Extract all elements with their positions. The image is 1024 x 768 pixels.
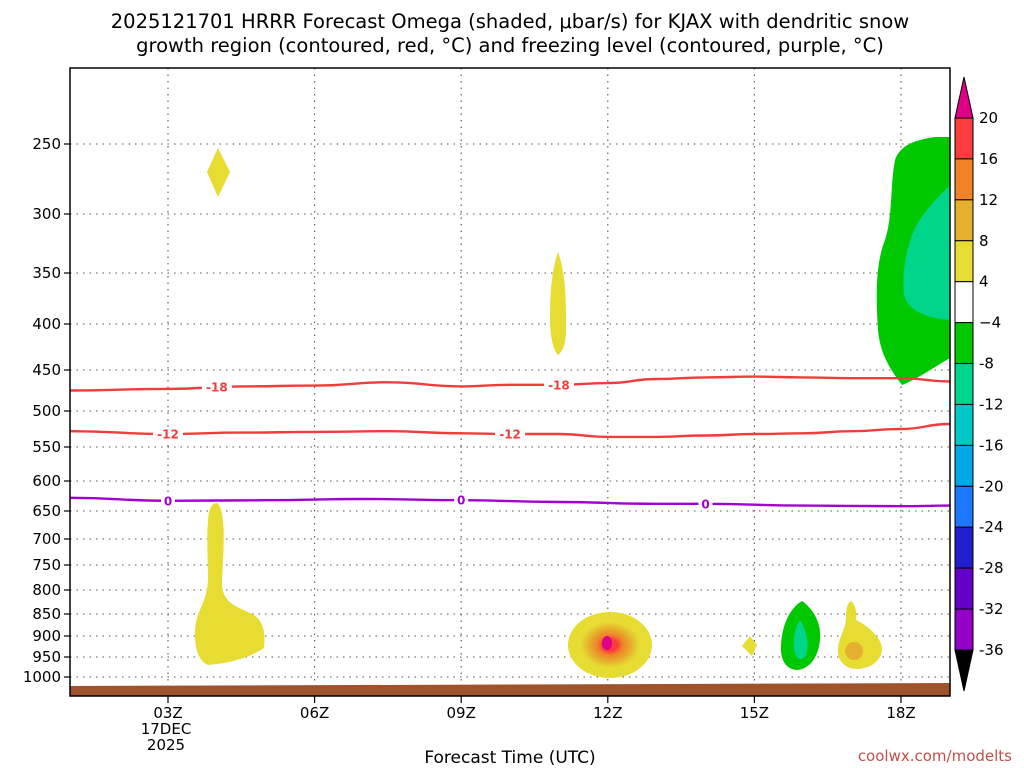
colorbar-tick-label: -28 <box>979 559 1004 577</box>
contour-label: 0 <box>701 497 709 511</box>
colorbar: 20 16 12 8 4 −4 -8 -12 -16 -20 -24 -28 -32 -36 <box>954 76 1004 692</box>
colorbar-tick-label: 12 <box>979 191 998 209</box>
colorbar-tick-label: 20 <box>979 109 998 127</box>
y-tick-label: 950 <box>32 648 61 666</box>
contour-label-background <box>161 493 175 508</box>
contour-label: -12 <box>499 428 521 442</box>
colorbar-tick-label: -16 <box>979 436 1004 454</box>
y-tick-label: 800 <box>32 581 61 599</box>
y-tick-label: 500 <box>32 402 61 420</box>
colorbar-swatch <box>954 567 974 610</box>
colorbar-swatch <box>954 526 974 569</box>
contour-label-background <box>201 380 232 395</box>
colorbar-bottom-arrow <box>954 649 974 692</box>
contour-label-background <box>495 427 526 442</box>
colorbar-tick-label: -12 <box>979 395 1004 413</box>
colorbar-swatch <box>954 158 974 201</box>
omega-rising-column-11z <box>550 252 566 355</box>
x-tick-label: 18Z <box>886 704 915 722</box>
colorbar-top-arrow <box>954 76 974 119</box>
contour-line-freezing-level <box>70 496 950 508</box>
y-tick-label: 700 <box>32 530 61 548</box>
colorbar-tick-label: -8 <box>979 355 994 373</box>
x-tick-sublabel-year: 2025 <box>147 736 185 754</box>
y-tick-label: 250 <box>32 135 61 153</box>
x-tick-label: 12Z <box>593 704 622 722</box>
contour-label: -18 <box>206 381 228 395</box>
y-tick-label: 900 <box>32 627 61 645</box>
omega-sinking-upper-core-18z <box>903 185 950 320</box>
contour-label-background <box>543 377 574 392</box>
omega-sinking-core-16z <box>793 620 808 660</box>
colorbar-tick-label: -20 <box>979 477 1004 495</box>
x-tick-label: 06Z <box>300 704 329 722</box>
omega-rising-column-04z <box>194 503 265 665</box>
y-tick-label: 300 <box>32 205 61 223</box>
y-tick-label: 1000 <box>23 668 61 686</box>
y-tick-label: 750 <box>32 556 61 574</box>
colorbar-tick-label: -32 <box>979 600 1004 618</box>
x-axis-label: Forecast Time (UTC) <box>424 748 595 768</box>
y-tick-label: 450 <box>32 361 61 379</box>
contour-label-background <box>153 427 183 442</box>
chart-title-line-1: 2025121701 HRRR Forecast Omega (shaded, … <box>111 10 910 33</box>
y-tick-label: 850 <box>32 605 61 623</box>
colorbar-swatch <box>954 485 974 528</box>
y-tick-label: 550 <box>32 438 61 456</box>
chart-title-line-2: growth region (contoured, red, °C) and f… <box>136 34 884 57</box>
colorbar-swatch <box>954 444 974 487</box>
y-tick-label: 650 <box>32 502 61 520</box>
colorbar-tick-label: 16 <box>979 150 998 168</box>
colorbar-swatch <box>954 322 974 365</box>
contour-label-background <box>454 493 469 508</box>
contour-label: 0 <box>164 494 172 508</box>
omega-rising-spot-04z-upper <box>207 148 230 197</box>
colorbar-tick-label: -36 <box>979 641 1004 659</box>
colorbar-swatch <box>954 240 974 283</box>
colorbar-swatch <box>954 608 974 651</box>
omega-rising-spot-15z <box>742 636 757 656</box>
x-tick-label: 09Z <box>447 704 476 722</box>
x-tick-label: 15Z <box>740 704 769 722</box>
credit-text: coolwx.com/modelts <box>858 747 1012 765</box>
contour-lines: -18 -18 -12 -12 0 0 0 <box>70 375 950 511</box>
contour-label: -18 <box>548 378 570 392</box>
colorbar-tick-label: 4 <box>979 273 989 291</box>
contour-label: -12 <box>157 428 179 442</box>
y-axis-ticks: 250 300 350 400 450 500 550 600 650 700 750 800 850 9… <box>23 135 70 686</box>
colorbar-tick-label: −4 <box>979 314 1001 332</box>
x-tick-label: 03Z <box>153 704 182 722</box>
colorbar-swatch <box>954 117 974 160</box>
contour-line-isotherm-minus12 <box>70 422 950 439</box>
colorbar-swatch <box>954 199 974 242</box>
omega-shading <box>194 137 950 678</box>
y-tick-label: 600 <box>32 472 61 490</box>
colorbar-swatch <box>954 281 974 324</box>
terrain-surface <box>70 683 950 696</box>
x-tick-sublabel-date: 17DEC <box>141 720 192 738</box>
contour-label: 0 <box>457 494 465 508</box>
omega-rising-core-17z <box>845 642 863 660</box>
y-tick-label: 350 <box>32 264 61 282</box>
colorbar-tick-label: -24 <box>979 518 1004 536</box>
contour-label-background <box>698 496 713 511</box>
y-tick-label: 400 <box>32 315 61 333</box>
colorbar-tick-label: 8 <box>979 232 989 250</box>
omega-rising-peak-12z <box>602 636 612 650</box>
colorbar-swatch <box>954 363 974 405</box>
plot-frame <box>69 67 951 697</box>
colorbar-swatch <box>954 403 974 446</box>
